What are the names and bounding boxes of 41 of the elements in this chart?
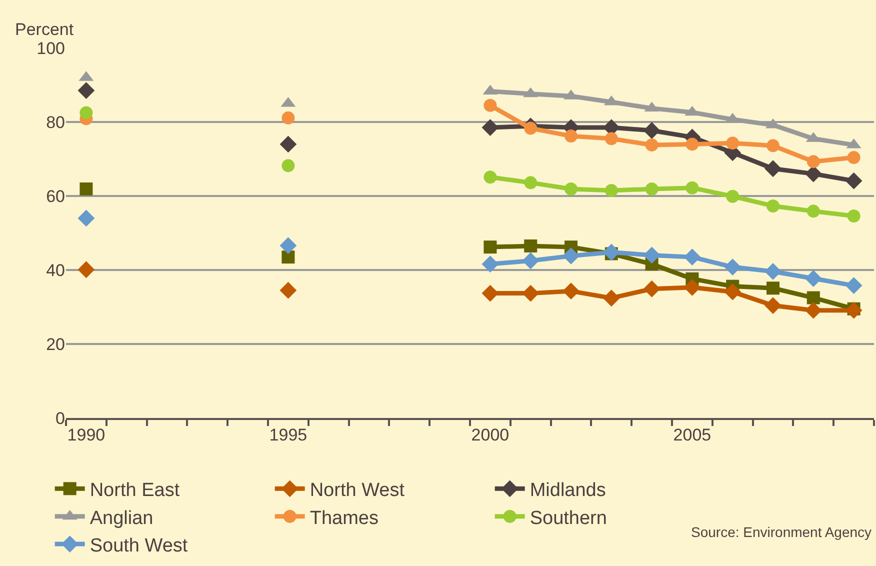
y-tick-label: 0 — [56, 408, 65, 428]
point — [806, 204, 820, 218]
source-note: Source: Environment Agency — [691, 524, 872, 540]
point — [686, 181, 699, 194]
point — [78, 82, 95, 99]
point — [484, 240, 497, 254]
x-tick-label: 1990 — [67, 425, 106, 444]
point — [604, 184, 618, 197]
point — [78, 210, 95, 227]
point — [78, 261, 95, 278]
point — [564, 182, 578, 196]
legend-label: South West — [90, 535, 188, 556]
point — [280, 237, 297, 254]
legend-label: Anglian — [90, 508, 154, 529]
point — [282, 111, 295, 124]
point — [280, 136, 297, 153]
x-tick-label: 2000 — [471, 425, 510, 444]
point — [847, 209, 860, 222]
point — [80, 106, 93, 120]
legend-label: North East — [90, 480, 180, 502]
legend-label: Thames — [310, 508, 378, 529]
point — [282, 159, 295, 172]
legend-label: North West — [310, 480, 406, 502]
point — [80, 182, 93, 196]
point — [282, 250, 295, 264]
point — [484, 98, 497, 112]
x-tick-label: 1995 — [269, 425, 308, 444]
point — [726, 190, 740, 203]
point — [645, 182, 658, 196]
point — [766, 199, 780, 212]
legend-label: Midlands — [530, 480, 606, 502]
point — [280, 282, 297, 299]
y-tick-label: 100 — [36, 38, 65, 58]
x-tick-label: 2005 — [673, 425, 712, 444]
y-tick-label: 60 — [46, 186, 65, 206]
y-axis-title: Percent — [15, 20, 74, 39]
legend-label: Southern — [530, 508, 607, 529]
y-tick-label: 80 — [46, 112, 65, 132]
y-tick-label: 40 — [46, 260, 65, 280]
point — [524, 239, 538, 252]
y-tick-label: 20 — [46, 334, 65, 354]
